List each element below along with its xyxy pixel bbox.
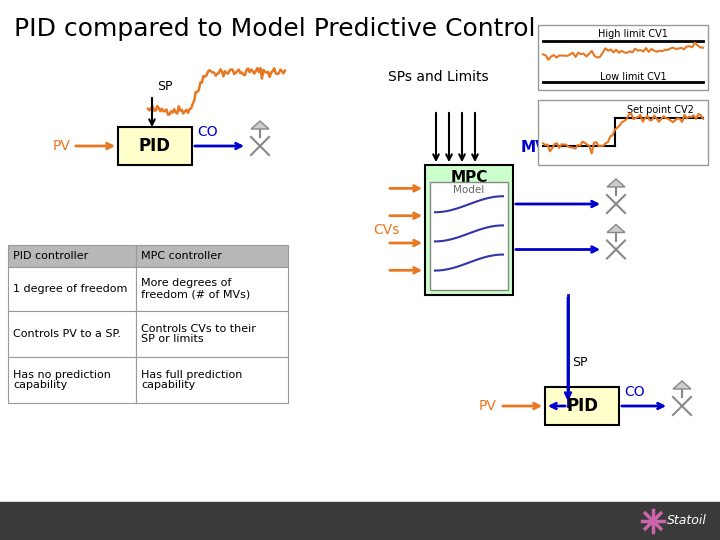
Text: Has no prediction: Has no prediction — [13, 369, 111, 380]
Text: CO: CO — [197, 125, 217, 139]
Bar — [136, 245, 288, 267]
Polygon shape — [607, 179, 625, 187]
Text: High limit CV1: High limit CV1 — [598, 29, 668, 39]
Text: SPs and Limits: SPs and Limits — [388, 70, 489, 84]
Text: Statoil: Statoil — [667, 515, 707, 528]
Text: CO: CO — [624, 385, 644, 399]
Bar — [136, 357, 288, 403]
Text: More degrees of: More degrees of — [141, 279, 231, 288]
Text: capability: capability — [13, 381, 67, 390]
Bar — [0, 502, 720, 540]
Text: SP or limits: SP or limits — [141, 334, 204, 345]
Text: PID controller: PID controller — [13, 251, 89, 261]
Text: PID: PID — [139, 137, 171, 155]
Polygon shape — [673, 381, 691, 389]
Text: PV: PV — [479, 399, 497, 413]
Bar — [545, 387, 619, 425]
Text: SP: SP — [157, 80, 173, 93]
Text: MPC controller: MPC controller — [141, 251, 222, 261]
Text: Has full prediction: Has full prediction — [141, 369, 243, 380]
Text: MVs: MVs — [521, 140, 557, 155]
Text: Controls CVs to their: Controls CVs to their — [141, 323, 256, 334]
Bar — [538, 100, 708, 165]
Bar — [425, 165, 513, 295]
Bar — [136, 267, 288, 311]
Text: 1 degree of freedom: 1 degree of freedom — [13, 284, 127, 294]
Bar — [118, 127, 192, 165]
Text: freedom (# of MVs): freedom (# of MVs) — [141, 289, 251, 300]
Bar — [136, 311, 288, 357]
Bar — [8, 245, 136, 267]
Polygon shape — [251, 121, 269, 129]
Bar — [430, 182, 508, 290]
Text: PID compared to Model Predictive Control: PID compared to Model Predictive Control — [14, 17, 536, 41]
Bar — [538, 25, 708, 90]
Bar — [8, 311, 136, 357]
Text: SP: SP — [572, 356, 588, 369]
Polygon shape — [607, 225, 625, 233]
Text: Model: Model — [454, 185, 485, 195]
Text: Low limit CV1: Low limit CV1 — [600, 72, 666, 82]
Text: CVs: CVs — [374, 223, 400, 237]
Text: MPC: MPC — [450, 170, 487, 185]
Text: Controls PV to a SP.: Controls PV to a SP. — [13, 329, 121, 339]
Text: Set point CV2: Set point CV2 — [627, 105, 694, 115]
Text: PID: PID — [566, 397, 598, 415]
Text: PV: PV — [52, 139, 70, 153]
Bar — [8, 357, 136, 403]
Bar — [8, 267, 136, 311]
Text: capability: capability — [141, 381, 195, 390]
